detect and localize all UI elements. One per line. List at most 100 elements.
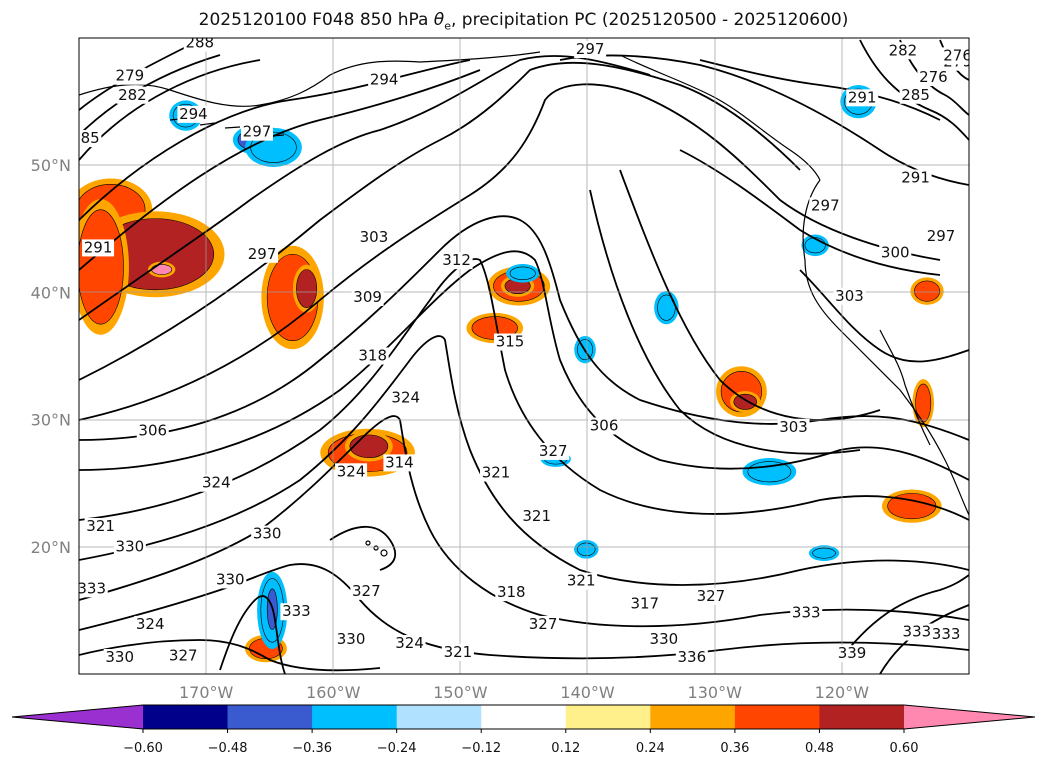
- contour-line: [79, 258, 969, 521]
- contour-label: 324: [395, 634, 424, 652]
- contour-label: 330: [253, 525, 282, 543]
- coastline-alaska: [79, 51, 541, 107]
- contour-label-bg: [846, 89, 879, 107]
- precip-patch: [349, 434, 389, 459]
- contour-label-bg: [136, 422, 169, 440]
- contour-label: 317: [630, 595, 659, 613]
- hawaii-islands: [365, 540, 388, 557]
- contour-label: 324: [337, 462, 366, 480]
- contour-label: 297: [576, 40, 605, 58]
- contour-label-bg: [280, 603, 313, 621]
- contour-label: 314: [385, 453, 414, 471]
- contour-line: [79, 639, 381, 672]
- contour-label: 324: [136, 615, 165, 633]
- contour-label-bg: [542, 38, 575, 41]
- colorbar-segment: [396, 705, 482, 729]
- plot-title: 2025120100 F048 850 hPa θe, precipitatio…: [0, 10, 1047, 32]
- contour-line: [79, 83, 941, 421]
- island: [380, 549, 388, 557]
- contour-label-bg: [200, 474, 233, 492]
- contour-line: [699, 59, 941, 121]
- colorbar-tick-label: 0.48: [805, 741, 834, 756]
- colorbar-segment: [819, 705, 905, 729]
- contour-label: 291: [901, 168, 930, 186]
- contour-label: 291: [84, 238, 113, 256]
- contour-label-bg: [777, 418, 810, 436]
- colorbar-tick-label: −0.36: [292, 741, 332, 756]
- longitude-tick-label: 140°W: [560, 683, 615, 702]
- contour-label: 321: [86, 517, 115, 535]
- contour-label: 288: [185, 34, 214, 52]
- contour-label-bg: [925, 227, 958, 245]
- latitude-tick-label: 20°N: [31, 538, 71, 557]
- longitude-tick-label: 170°W: [179, 683, 234, 702]
- contour-label: 312: [442, 251, 471, 269]
- contour-label-bg: [494, 333, 527, 351]
- title-prefix: 2025120100 F048 850 hPa: [198, 10, 434, 30]
- contour-label: 339: [838, 644, 867, 662]
- contour-label-bg: [675, 649, 708, 667]
- contour-label: 297: [243, 123, 272, 141]
- contour-label: 300: [881, 244, 910, 262]
- contour-label-bg: [79, 580, 108, 598]
- contour-line: [79, 250, 969, 481]
- contour-label-bg: [393, 635, 426, 653]
- colorbar-segment: [565, 705, 651, 729]
- contour-label-bg: [335, 463, 368, 481]
- contour-label: 279: [116, 67, 145, 85]
- contour-label-bg: [647, 631, 680, 649]
- precip-patch: [915, 383, 932, 423]
- coastline-baja-california: [879, 329, 931, 446]
- gridlines: [79, 38, 969, 674]
- theta-e-contour-lines: [79, 39, 969, 674]
- contour-line: [79, 59, 471, 221]
- precip-patch: [151, 264, 173, 275]
- contour-label: 327: [529, 615, 558, 633]
- precip-patch: [733, 393, 757, 410]
- contour-label: 327: [169, 647, 198, 665]
- contour-label: 309: [353, 288, 382, 306]
- colorbar-segment: [143, 705, 229, 729]
- contour-label: 285: [71, 129, 100, 147]
- contour-label-bg: [879, 244, 912, 262]
- contour-line: [79, 563, 969, 660]
- precipitation-layer: [79, 84, 944, 663]
- map-frame: [78, 37, 970, 675]
- colorbar-tick-label: 0.36: [720, 741, 749, 756]
- contour-label: 306: [590, 417, 619, 435]
- contour-label-bg: [368, 71, 401, 89]
- title-suffix: , precipitation PC (2025120500 - 2025120…: [450, 10, 849, 30]
- contour-label-bg: [694, 587, 727, 605]
- contour-label-bg: [350, 582, 383, 600]
- contour-label-bg: [246, 245, 279, 263]
- longitude-tick-label: 160°W: [306, 683, 361, 702]
- contour-label: 282: [889, 41, 918, 59]
- map-background: [79, 38, 969, 674]
- contour-line: [839, 574, 969, 661]
- contour-line: [799, 269, 969, 363]
- latitude-tick-label: 30°N: [31, 411, 71, 430]
- contour-label: 321: [444, 643, 473, 661]
- contour-label: 315: [496, 333, 525, 351]
- colorbar-extend-low: [12, 705, 143, 729]
- contour-label-bg: [900, 623, 933, 641]
- contour-line: [559, 54, 969, 186]
- precip-patch: [804, 237, 826, 254]
- contour-label-bg: [134, 615, 167, 633]
- contour-label-bg: [351, 289, 384, 307]
- contour-label-bg: [383, 454, 416, 472]
- contour-label-bg: [899, 86, 932, 104]
- contour-label-bg: [84, 517, 117, 535]
- longitude-tick-label: 120°W: [815, 683, 870, 702]
- contour-label-bg: [520, 507, 553, 525]
- colorbar-tick-label: 0.12: [551, 741, 580, 756]
- contour-label-bg: [241, 123, 273, 141]
- contour-label: 285: [901, 86, 930, 104]
- contour-label: 333: [792, 603, 821, 621]
- contour-label: 321: [482, 464, 511, 482]
- contour-line: [79, 69, 481, 271]
- contour-line: [79, 335, 969, 586]
- contour-label-bg: [356, 347, 389, 365]
- contour-label: 297: [248, 245, 277, 263]
